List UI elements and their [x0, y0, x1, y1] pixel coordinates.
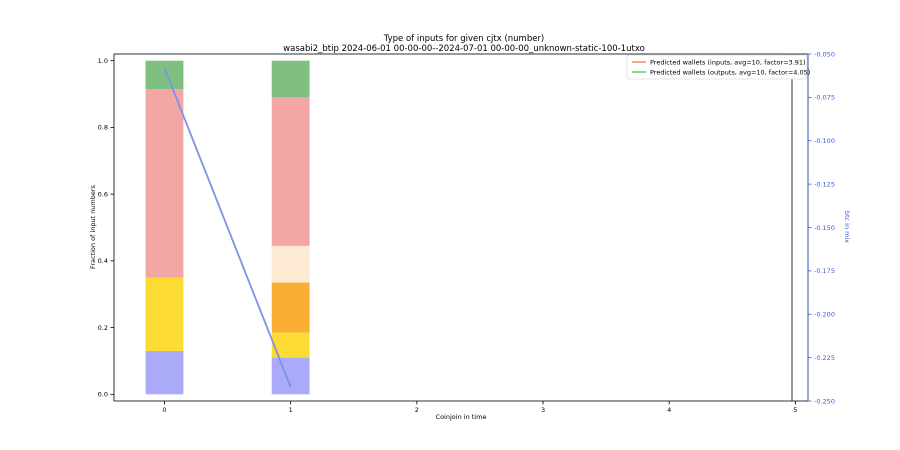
y2-tick-label-1: -0.075 [814, 94, 835, 102]
y2-tick-label-7: -0.225 [814, 354, 835, 362]
y-tick-label-3: 0.6 [98, 190, 108, 198]
x-tick-label-2: 2 [415, 406, 419, 414]
bar-segment-1-4 [271, 97, 310, 246]
bar-segment-1-3 [271, 245, 310, 283]
x-axis-label: Coinjoin in time [436, 413, 487, 421]
bar-segment-1-2 [271, 282, 310, 333]
legend-label-inputs: Predicted wallets (inputs, avg=10, facto… [650, 59, 806, 67]
y-axis-label: Fraction of input numbers [89, 184, 97, 268]
y-tick-label-5: 1.0 [98, 57, 108, 65]
bar-segment-1-5 [271, 60, 310, 98]
axes-layer: 0 1 2 3 4 5 0.0 0.2 0.4 0.6 0.8 1.0 -0.050 -0.075 -0.1… [98, 50, 835, 414]
x-tick-label-5: 5 [793, 406, 797, 414]
y2-tick-label-4: -0.150 [814, 224, 835, 232]
bar-segment-1-0 [271, 357, 310, 395]
legend-label-outputs: Predicted wallets (outputs, avg=10, fact… [650, 69, 810, 77]
y-tick-label-4: 0.8 [98, 124, 108, 132]
x-tick-label-0: 0 [162, 406, 166, 414]
chart-title: Type of inputs for given cjtx (number) [383, 34, 545, 44]
bars-layer [145, 60, 310, 395]
x-tick-label-4: 4 [667, 406, 671, 414]
line-layer [163, 67, 292, 388]
x-tick-label-1: 1 [289, 406, 293, 414]
y-tick-label-1: 0.2 [98, 324, 108, 332]
legend-box [626, 54, 808, 80]
legend: Predicted wallets (inputs, avg=10, facto… [626, 54, 810, 80]
y2-tick-label-8: -0.250 [814, 397, 835, 405]
y2-axis-label: btc in mix [843, 211, 851, 243]
y2-tick-label-2: -0.100 [814, 137, 835, 145]
bar-segment-0-5 [145, 60, 184, 90]
y2-tick-label-3: -0.125 [814, 180, 835, 188]
bar-segment-0-0 [145, 350, 184, 395]
y-tick-label-2: 0.4 [98, 257, 108, 265]
y2-tick-label-6: -0.200 [814, 311, 835, 319]
bar-segment-0-4 [145, 89, 184, 278]
x-tick-label-3: 3 [541, 406, 545, 414]
plot-frame [113, 53, 809, 402]
y2-tick-label-5: -0.175 [814, 267, 835, 275]
y-tick-label-0: 0.0 [98, 391, 108, 399]
y2-tick-label-0: -0.050 [814, 50, 835, 58]
bar-segment-0-1 [145, 277, 184, 351]
chart-subtitle: wasabi2_btip 2024-06-01 00-00-00--2024-0… [283, 44, 645, 54]
btc-in-mix-line [163, 67, 292, 388]
